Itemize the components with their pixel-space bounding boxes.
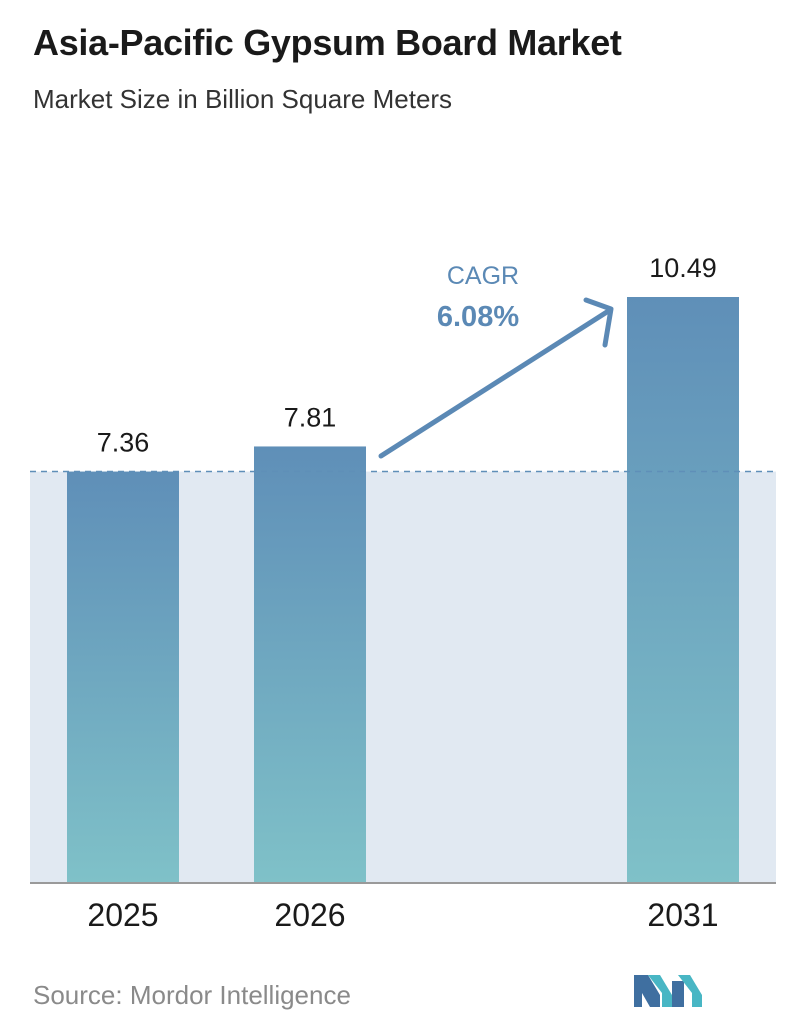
mordor-intelligence-logo-icon [634,975,702,1007]
x-tick-label-2026: 2026 [274,897,345,933]
data-label-2026: 7.81 [284,402,337,432]
data-label-2025: 7.36 [97,428,150,458]
source-note: Source: Mordor Intelligence [33,980,351,1010]
cagr-arrow-head [583,297,614,348]
bar-2026 [254,446,366,882]
bar-2031 [627,297,739,882]
bar-2025 [67,471,179,882]
x-tick-label-2031: 2031 [647,897,718,933]
data-label-2031: 10.49 [649,253,717,283]
x-tick-label-2025: 2025 [87,897,158,933]
cagr-label: CAGR [447,262,519,290]
cagr-arrow [378,307,613,459]
cagr-value: 6.08% [437,301,519,333]
chart-title: Asia-Pacific Gypsum Board Market [33,22,622,63]
chart-subtitle: Market Size in Billion Square Meters [33,84,453,114]
